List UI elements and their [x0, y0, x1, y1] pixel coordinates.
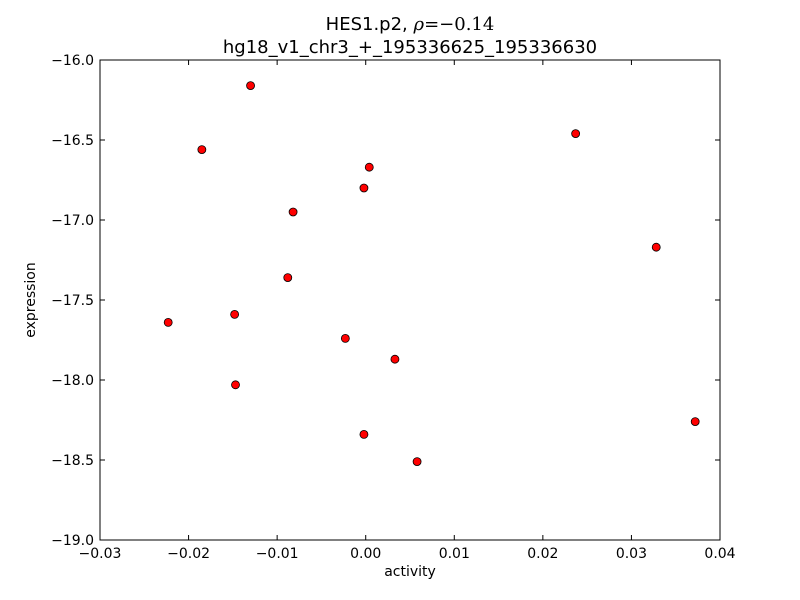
x-tick-label: 0.00	[350, 546, 381, 562]
data-point	[359, 429, 369, 439]
x-tick-label: −0.02	[167, 546, 210, 562]
x-tick-label: −0.03	[79, 546, 122, 562]
y-tick-label: −16.5	[51, 133, 94, 149]
x-axis-label: activity	[384, 564, 436, 580]
data-point	[197, 145, 207, 155]
data-point	[288, 207, 298, 217]
y-tick-label: −17.0	[51, 213, 94, 229]
data-points	[163, 81, 700, 467]
y-tick-label: −18.5	[51, 453, 94, 469]
data-point	[163, 317, 173, 327]
data-point	[283, 273, 293, 283]
x-tick-label: 0.03	[616, 546, 647, 562]
y-tick-label: −16.0	[51, 53, 94, 69]
chart-title-rho: ρ	[413, 14, 425, 35]
data-point	[364, 162, 374, 172]
x-tick-label: 0.04	[704, 546, 735, 562]
data-point	[651, 242, 661, 252]
data-point	[571, 129, 581, 139]
data-point	[390, 354, 400, 364]
chart-subtitle: hg18_v1_chr3_+_195336625_195336630	[223, 37, 597, 58]
data-point	[359, 183, 369, 193]
data-point	[246, 81, 255, 90]
y-tick-label: −19.0	[51, 533, 94, 549]
y-tick-label: −17.5	[51, 293, 94, 309]
data-point	[231, 380, 240, 390]
y-tick-label: −18.0	[51, 373, 94, 389]
chart-title-rho-value: =−0.14	[424, 14, 494, 35]
chart-title: HES1.p2, ρ=−0.14	[326, 14, 495, 35]
data-point	[690, 417, 700, 427]
x-tick-label: −0.01	[256, 546, 299, 562]
data-point	[230, 309, 240, 319]
plot-frame	[99, 59, 721, 541]
x-tick-label: 0.01	[439, 546, 470, 562]
data-point	[412, 457, 422, 467]
y-axis-label: expression	[23, 262, 39, 338]
chart-title-prefix: HES1.p2,	[326, 14, 414, 35]
data-point	[340, 333, 350, 343]
x-tick-label: 0.02	[527, 546, 558, 562]
axis-ticks: −0.03 −0.02 −0.01 0.00 0.01 0.02 0.03 0.04 −16.0…	[51, 53, 736, 562]
